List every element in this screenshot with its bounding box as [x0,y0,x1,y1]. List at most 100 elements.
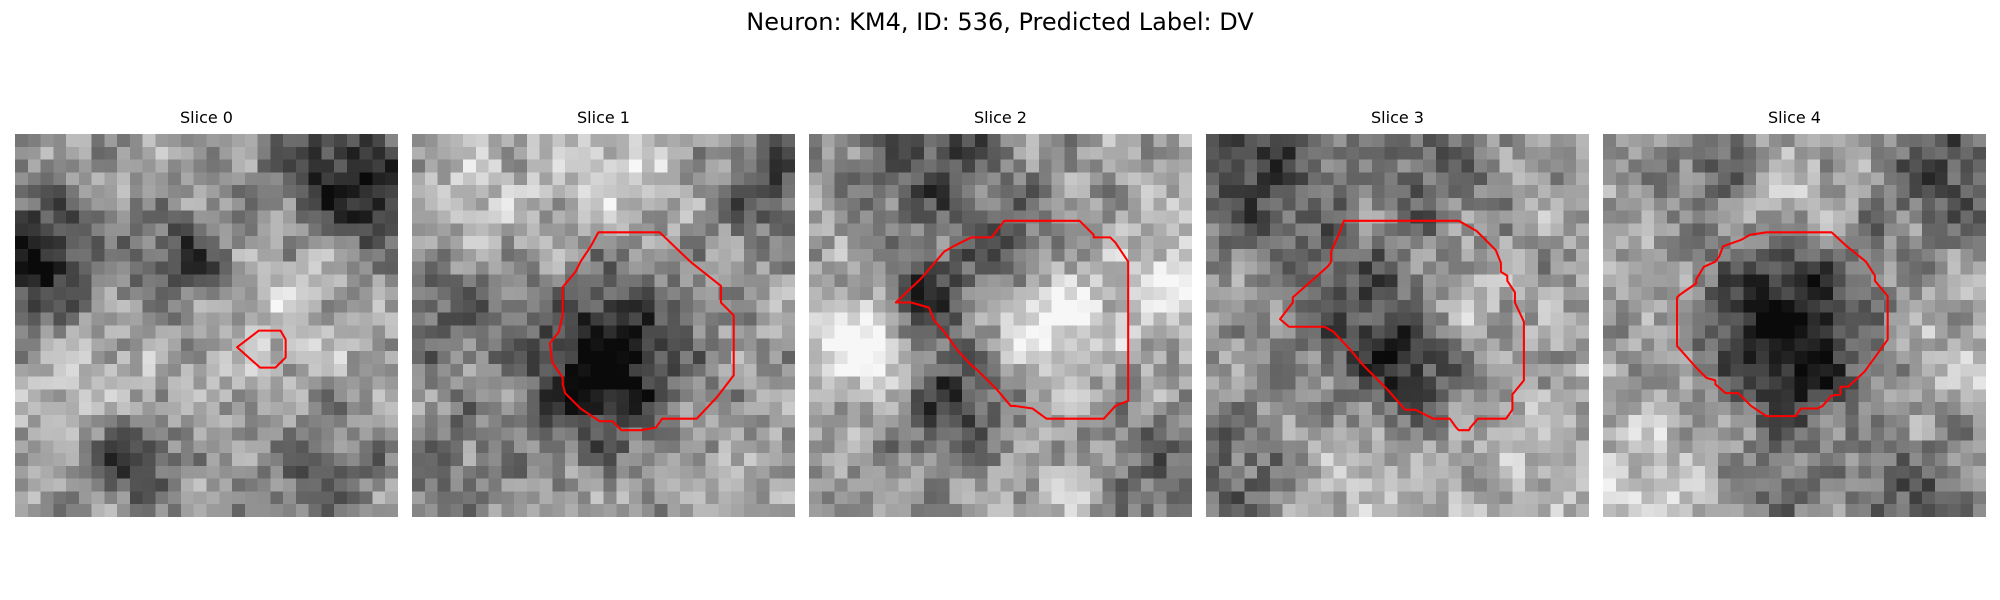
pixel [629,325,643,339]
pixel [168,478,182,492]
pixel [91,402,105,416]
pixel [1563,185,1577,199]
pixel [53,453,67,467]
pixel [1705,338,1719,352]
pixel [1206,414,1220,428]
pixel [257,427,271,441]
pixel [1153,504,1167,517]
pixel [1282,236,1296,250]
pixel [847,274,861,288]
pixel [193,465,207,479]
pixel [1064,146,1078,160]
pixel [1705,236,1719,250]
pixel [53,146,67,160]
pixel [1333,402,1347,416]
pixel [1371,338,1385,352]
pixel [756,197,770,211]
pixel [641,427,655,441]
pixel [756,287,770,301]
pixel [219,414,233,428]
pixel [756,236,770,250]
pixel [1820,465,1834,479]
pixel [1922,338,1936,352]
pixel [1499,504,1513,517]
pixel [334,159,348,173]
pixel [860,274,874,288]
pixel [1563,427,1577,441]
pixel [1692,248,1706,262]
pixel [1692,197,1706,211]
pixel [1448,478,1462,492]
pixel [412,491,426,505]
pixel [911,338,925,352]
pixel [463,325,477,339]
pixel [898,402,912,416]
pixel [616,440,630,454]
pixel [1013,325,1027,339]
pixel [1576,299,1589,313]
pixel [616,312,630,326]
pixel [66,223,80,237]
pixel [1231,478,1245,492]
pixel [847,261,861,275]
pixel [526,312,540,326]
pixel [1947,376,1961,390]
pixel [1333,491,1347,505]
pixel [334,197,348,211]
pixel [1845,185,1859,199]
pixel [501,185,515,199]
pixel [155,210,169,224]
pixel [27,427,41,441]
pixel [232,453,246,467]
pixel [1628,465,1642,479]
pixel [1231,134,1245,148]
pixel [526,236,540,250]
pixel [1320,325,1334,339]
pixel [1730,274,1744,288]
pixel [1871,146,1885,160]
pixel [27,402,41,416]
pixel [1832,197,1846,211]
pixel [1282,440,1296,454]
pixel [334,465,348,479]
pixel [1231,427,1245,441]
pixel [91,427,105,441]
pixel [1346,236,1360,250]
pixel [1550,453,1564,467]
pixel [987,274,1001,288]
pixel [1000,376,1014,390]
pixel [1628,504,1642,517]
pixel [1140,287,1154,301]
pixel [1615,453,1629,467]
pixel [334,261,348,275]
pixel [1922,172,1936,186]
pixel [1384,440,1398,454]
pixel [1654,236,1668,250]
pixel [206,376,220,390]
pixel [1973,197,1986,211]
pixel [129,287,143,301]
pixel [1576,363,1589,377]
pixel [104,491,118,505]
pixel [1231,299,1245,313]
pixel [1858,159,1872,173]
pixel [78,338,92,352]
pixel [117,402,131,416]
pixel [1282,185,1296,199]
pixel [654,197,668,211]
pixel [911,504,925,517]
pixel [821,325,835,339]
pixel [1320,210,1334,224]
pixel [1807,185,1821,199]
pixel [308,210,322,224]
pixel [898,236,912,250]
pixel [385,465,398,479]
pixel [1499,172,1513,186]
pixel [437,440,451,454]
pixel [129,223,143,237]
pixel [450,351,464,365]
pixel [27,210,41,224]
slice-title: Slice 2 [974,108,1027,127]
pixel [654,172,668,186]
pixel [1807,351,1821,365]
